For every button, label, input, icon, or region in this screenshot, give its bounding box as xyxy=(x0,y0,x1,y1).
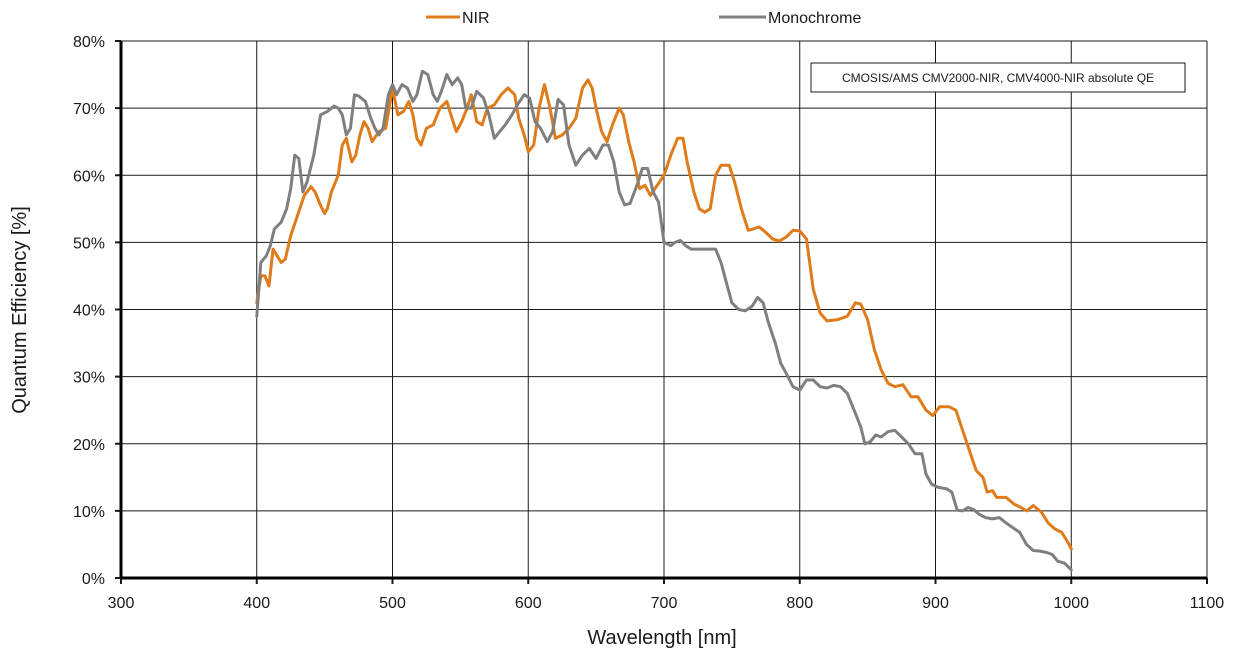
grid-lines xyxy=(121,40,1208,578)
y-tick-label: 40% xyxy=(73,303,105,320)
y-tick-label: 50% xyxy=(73,235,105,252)
legend: NIR Monochrome xyxy=(426,10,861,27)
series-line-monochrome xyxy=(255,69,1073,572)
x-tick-label: 400 xyxy=(243,595,270,612)
axes xyxy=(115,40,1208,584)
y-tick-label: 0% xyxy=(82,571,105,588)
y-axis-title: Quantum Efficiency [%] xyxy=(9,206,31,414)
annotation-border xyxy=(810,62,1186,93)
x-tick-label: 1100 xyxy=(1190,595,1225,612)
legend-label-monochrome: Monochrome xyxy=(768,10,861,27)
x-tick-label: 600 xyxy=(515,595,542,612)
y-tick-label: 70% xyxy=(73,101,105,118)
legend-label-nir: NIR xyxy=(462,10,490,27)
x-tick-label: 1000 xyxy=(1053,595,1089,612)
y-tick-label: 80% xyxy=(73,34,105,51)
y-tick-label: 20% xyxy=(73,437,105,454)
series-lines xyxy=(255,69,1073,572)
x-tick-label: 900 xyxy=(922,595,949,612)
series-line-nir xyxy=(255,78,1073,551)
annotation-box: CMOSIS/AMS CMV2000-NIR, CMV4000-NIR abso… xyxy=(810,62,1186,93)
x-tick-label: 300 xyxy=(108,595,135,612)
x-tick-label: 500 xyxy=(379,595,406,612)
x-axis-title: Wavelength [nm] xyxy=(587,627,736,649)
y-tick-label: 30% xyxy=(73,370,105,387)
x-tick-label: 700 xyxy=(651,595,678,612)
y-tick-label: 60% xyxy=(73,168,105,185)
y-tick-label: 10% xyxy=(73,504,105,521)
annotation-text: CMOSIS/AMS CMV2000-NIR, CMV4000-NIR abso… xyxy=(842,71,1154,85)
tick-labels: 300 400 500 600 700 800 900 1000 1100 0% 10% 20% 30%… xyxy=(73,34,1224,612)
x-tick-label: 800 xyxy=(786,595,813,612)
